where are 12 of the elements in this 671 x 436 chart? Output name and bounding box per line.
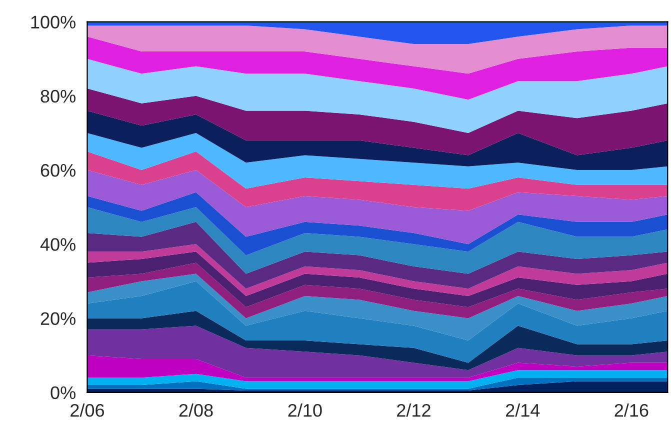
x-tick-label: 2/12 bbox=[397, 404, 430, 417]
x-tick-label: 2/10 bbox=[288, 404, 322, 417]
y-tick-label: 60% bbox=[40, 164, 76, 177]
y-tick-label: 80% bbox=[40, 90, 76, 103]
y-tick-label: 100% bbox=[31, 16, 76, 29]
x-tick-label: 2/14 bbox=[506, 404, 540, 417]
y-tick-label: 0% bbox=[50, 386, 76, 400]
x-tick-label: 2/16 bbox=[614, 404, 648, 417]
x-tick-label: 2/08 bbox=[179, 404, 213, 417]
y-tick-label: 20% bbox=[40, 312, 76, 325]
y-tick-label: 40% bbox=[40, 238, 76, 251]
x-tick-label: 2/06 bbox=[70, 404, 104, 417]
